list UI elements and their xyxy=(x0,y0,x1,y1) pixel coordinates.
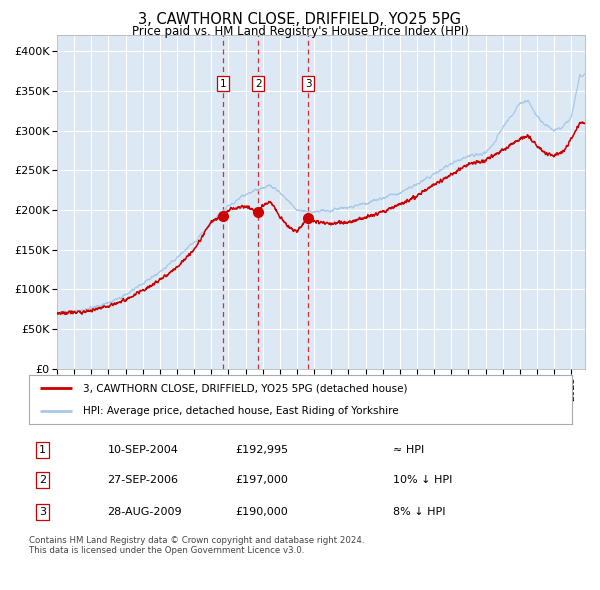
Text: 2: 2 xyxy=(39,476,46,485)
Text: 3: 3 xyxy=(305,78,311,88)
Text: HPI: Average price, detached house, East Riding of Yorkshire: HPI: Average price, detached house, East… xyxy=(83,405,399,415)
Text: 2: 2 xyxy=(255,78,262,88)
Text: ≈ HPI: ≈ HPI xyxy=(392,445,424,455)
Text: 1: 1 xyxy=(39,445,46,455)
Text: 3, CAWTHORN CLOSE, DRIFFIELD, YO25 5PG (detached house): 3, CAWTHORN CLOSE, DRIFFIELD, YO25 5PG (… xyxy=(83,384,407,394)
Text: 3, CAWTHORN CLOSE, DRIFFIELD, YO25 5PG: 3, CAWTHORN CLOSE, DRIFFIELD, YO25 5PG xyxy=(139,12,461,27)
Text: £192,995: £192,995 xyxy=(235,445,288,455)
Text: 10% ↓ HPI: 10% ↓ HPI xyxy=(392,476,452,485)
Text: 10-SEP-2004: 10-SEP-2004 xyxy=(107,445,178,455)
Text: 8% ↓ HPI: 8% ↓ HPI xyxy=(392,507,445,517)
Text: £197,000: £197,000 xyxy=(235,476,288,485)
Text: Price paid vs. HM Land Registry's House Price Index (HPI): Price paid vs. HM Land Registry's House … xyxy=(131,25,469,38)
Text: £190,000: £190,000 xyxy=(235,507,288,517)
Text: 27-SEP-2006: 27-SEP-2006 xyxy=(107,476,179,485)
Text: 28-AUG-2009: 28-AUG-2009 xyxy=(107,507,182,517)
Text: 3: 3 xyxy=(39,507,46,517)
Text: Contains HM Land Registry data © Crown copyright and database right 2024.
This d: Contains HM Land Registry data © Crown c… xyxy=(29,536,364,555)
Text: 1: 1 xyxy=(220,78,226,88)
